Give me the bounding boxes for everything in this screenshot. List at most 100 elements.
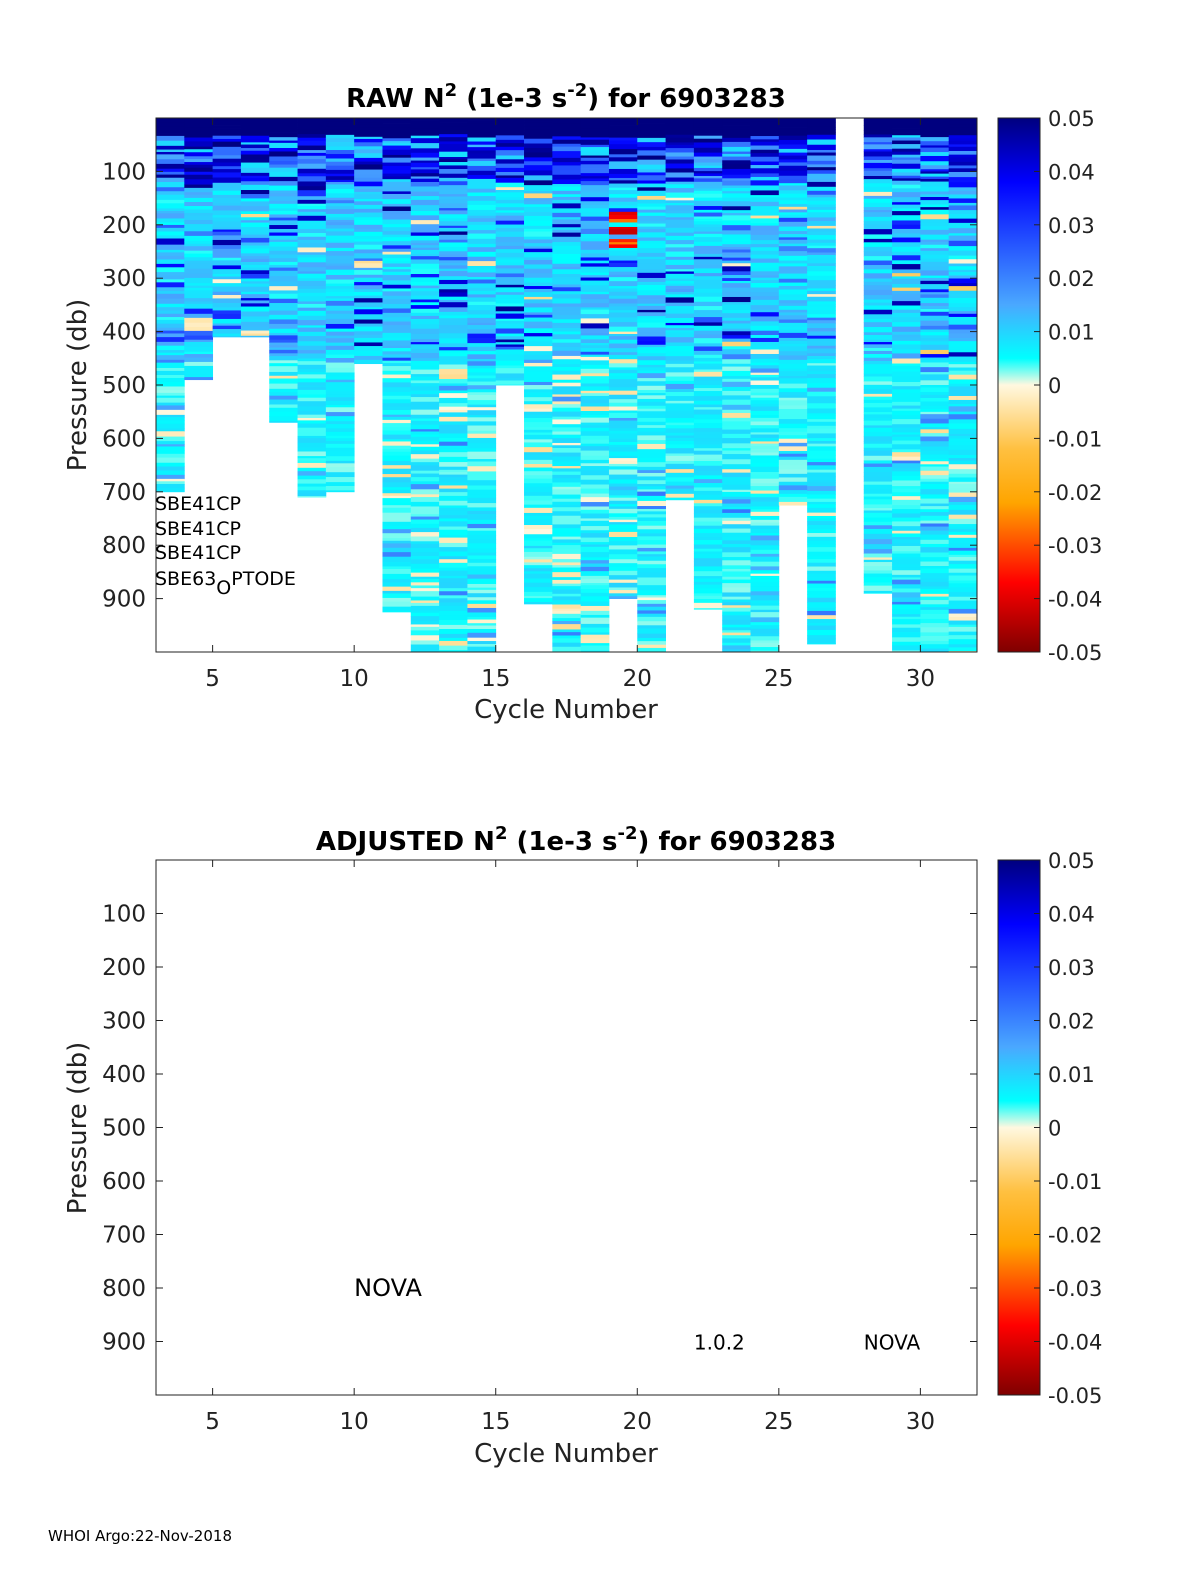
heatmap-cell <box>750 575 780 580</box>
heatmap-cell <box>863 322 893 328</box>
heatmap-cell <box>524 206 553 213</box>
heatmap-cell <box>325 404 355 408</box>
heatmap-cell <box>892 637 921 643</box>
heatmap-cell <box>665 306 695 310</box>
heatmap-cell <box>778 456 808 461</box>
heatmap-cell <box>240 291 270 295</box>
heatmap-cell <box>637 443 666 450</box>
heatmap-cell <box>240 198 270 202</box>
heatmap-cell <box>552 325 582 329</box>
heatmap-cell <box>495 197 525 201</box>
heatmap-cell <box>778 231 808 235</box>
heatmap-cell <box>297 220 327 225</box>
heatmap-cell <box>637 209 666 213</box>
heatmap-cell <box>580 509 610 514</box>
heatmap-cell <box>354 302 383 308</box>
heatmap-cell <box>750 372 780 376</box>
heatmap-cell <box>637 431 666 436</box>
heatmap-cell <box>580 563 610 568</box>
heatmap-cell <box>637 336 666 342</box>
heatmap-cell <box>807 551 836 557</box>
heatmap-cell <box>920 178 950 182</box>
heatmap-cell <box>863 198 893 204</box>
heatmap-cell <box>269 137 298 141</box>
heatmap-cell <box>410 514 440 517</box>
heatmap-cell <box>467 272 497 278</box>
heatmap-cell <box>693 581 723 586</box>
heatmap-cell <box>524 601 553 605</box>
heatmap-cell <box>693 566 723 572</box>
heatmap-cell <box>608 367 638 371</box>
heatmap-cell <box>693 528 723 534</box>
heatmap-cell <box>807 296 836 302</box>
heatmap-cell <box>382 434 412 440</box>
heatmap-cell <box>722 320 751 324</box>
heatmap-cell <box>495 298 525 304</box>
heatmap-cell <box>892 242 921 248</box>
heatmap-cell <box>580 414 610 419</box>
heatmap-cell <box>240 273 270 279</box>
heatmap-cell <box>552 448 582 453</box>
heatmap-cell <box>580 373 610 377</box>
heatmap-cell <box>269 335 298 341</box>
heatmap-cell <box>269 264 298 269</box>
heatmap-cell <box>580 190 610 193</box>
heatmap-cell <box>750 540 780 546</box>
heatmap-cell <box>269 160 298 165</box>
heatmap-cell <box>892 132 921 136</box>
heatmap-cell <box>467 144 497 148</box>
heatmap-cell <box>552 355 582 360</box>
heatmap-cell <box>495 131 525 136</box>
heatmap-cell <box>382 597 412 602</box>
heatmap-cell <box>156 174 185 179</box>
heatmap-cell <box>807 338 836 342</box>
heatmap-cell <box>637 590 666 596</box>
heatmap-cell <box>240 118 270 121</box>
heatmap-cell <box>722 528 751 534</box>
heatmap-cell <box>693 233 723 238</box>
heatmap-cell <box>580 399 610 404</box>
heatmap-cell <box>750 234 780 241</box>
heatmap-cell <box>467 459 497 462</box>
heatmap-cell <box>948 534 977 539</box>
heatmap-cell <box>608 352 638 356</box>
heatmap-cell <box>240 162 270 169</box>
heatmap-cell <box>892 574 921 578</box>
heatmap-cell <box>212 205 242 211</box>
heatmap-cell <box>495 360 525 366</box>
heatmap-cell <box>467 552 497 556</box>
heatmap-cell <box>778 263 808 267</box>
heatmap-cell <box>750 121 780 126</box>
heatmap-cell <box>863 149 893 152</box>
heatmap-cell <box>637 373 666 379</box>
heatmap-cell <box>382 556 412 563</box>
heatmap-cell <box>439 165 468 170</box>
heatmap-cell <box>892 632 921 638</box>
heatmap-cell <box>863 229 893 235</box>
heatmap-cell <box>552 291 582 295</box>
heatmap-cell <box>892 415 921 420</box>
heatmap-cell <box>807 248 836 253</box>
heatmap-cell <box>807 507 836 514</box>
heatmap-cell <box>722 512 751 519</box>
heatmap-cell <box>410 376 440 381</box>
y-tick-label: 600 <box>102 426 146 452</box>
heatmap-cell <box>750 309 780 313</box>
heatmap-cell <box>325 318 355 325</box>
heatmap-cell <box>467 415 497 418</box>
heatmap-cell <box>722 645 751 650</box>
heatmap-cell <box>495 365 525 369</box>
heatmap-cell <box>920 186 950 192</box>
heatmap-cell <box>212 336 242 338</box>
heatmap-cell <box>807 494 836 500</box>
heatmap-cell <box>863 118 893 122</box>
heatmap-cell <box>948 604 977 610</box>
heatmap-cell <box>354 236 383 240</box>
heatmap-cell <box>863 281 893 286</box>
heatmap-cell <box>297 267 327 272</box>
heatmap-cell <box>665 351 695 357</box>
heatmap-cell <box>297 303 327 309</box>
heatmap-cell <box>410 152 440 158</box>
heatmap-cell <box>693 365 723 370</box>
